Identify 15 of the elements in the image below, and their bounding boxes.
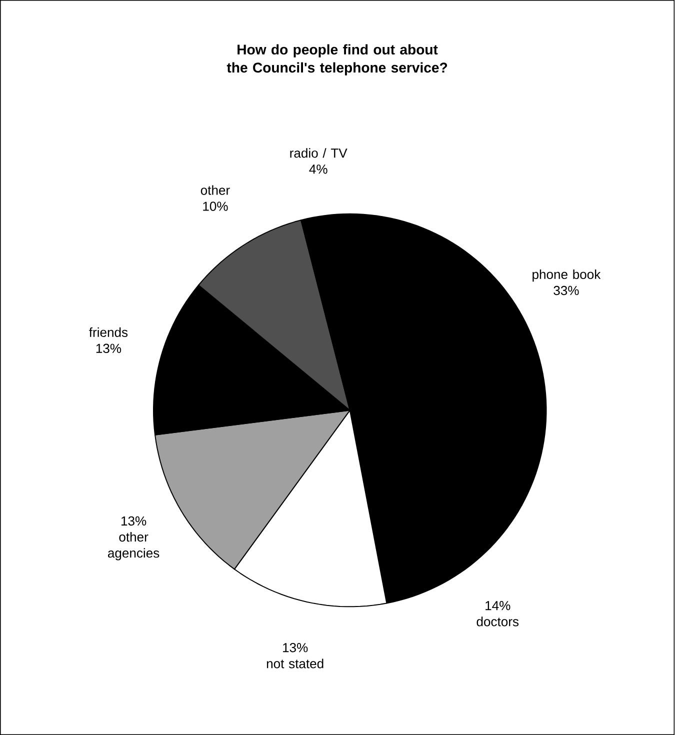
slice-label: not stated <box>267 658 324 668</box>
chart-title: How do people find out about the Council's telephone service? <box>227 44 448 76</box>
slice-label: other agencies <box>108 532 160 560</box>
data-label: 13% <box>122 516 146 526</box>
slice-label: radio / TV <box>290 148 348 158</box>
data-label: 33% <box>554 286 580 296</box>
data-label: 13% <box>96 344 122 354</box>
data-label: 14% <box>486 601 510 610</box>
slice-label: doctors <box>477 616 519 626</box>
data-label: 13% <box>283 642 308 652</box>
slice-label: other <box>201 185 230 195</box>
data-label: 4% <box>309 164 328 174</box>
slice-label: phone book <box>532 269 601 282</box>
data-label: 10% <box>203 202 228 211</box>
slice-label: friends <box>89 327 128 337</box>
